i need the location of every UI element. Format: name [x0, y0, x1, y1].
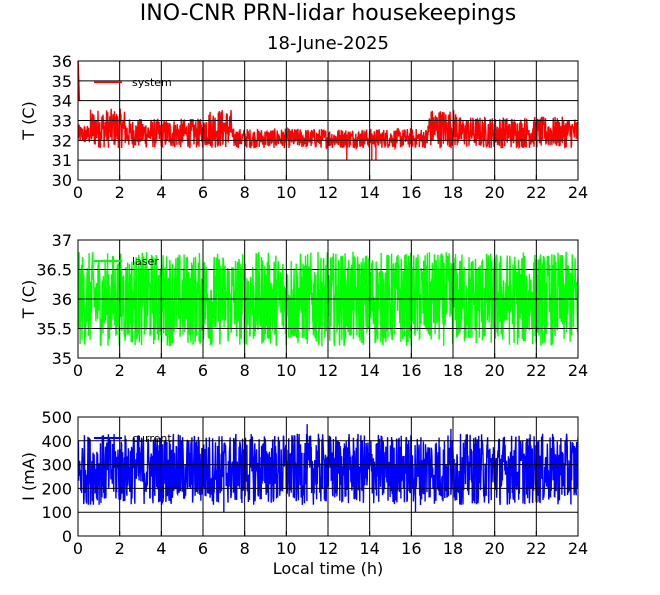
x-axis-label: Local time (h)	[273, 559, 383, 578]
y-axis-label: I (mA)	[19, 452, 38, 501]
x-tick-label: 12	[318, 539, 338, 558]
y-tick-label: 37	[52, 231, 72, 250]
x-tick-label: 10	[276, 361, 296, 380]
x-tick-label: 12	[318, 183, 338, 202]
legend-label: system	[132, 76, 172, 89]
plot-frame	[77, 416, 579, 537]
x-tick-label: 18	[443, 183, 463, 202]
x-tick-label: 20	[484, 183, 504, 202]
y-tick-label: 300	[41, 456, 72, 475]
y-tick-label: 30	[52, 171, 72, 190]
x-tick-label: 18	[443, 361, 463, 380]
x-tick-label: 18	[443, 539, 463, 558]
figure-title: INO-CNR PRN-lidar housekeepings	[140, 1, 516, 26]
plot-frame	[77, 60, 579, 181]
x-tick-label: 4	[156, 539, 166, 558]
y-tick-label: 100	[41, 503, 72, 522]
y-tick-label: 400	[41, 432, 72, 451]
legend-label: current	[132, 432, 172, 445]
x-tick-label: 12	[318, 361, 338, 380]
x-tick-label: 10	[276, 183, 296, 202]
plot-frame	[77, 239, 579, 359]
y-tick-label: 34	[52, 92, 72, 111]
x-tick-label: 22	[526, 183, 546, 202]
x-tick-label: 2	[115, 183, 125, 202]
y-tick-label: 36	[52, 52, 72, 71]
x-tick-label: 6	[198, 361, 208, 380]
x-tick-label: 4	[156, 361, 166, 380]
x-tick-label: 24	[568, 361, 588, 380]
x-tick-label: 10	[276, 539, 296, 558]
x-tick-label: 0	[73, 539, 83, 558]
x-tick-label: 0	[73, 361, 83, 380]
y-tick-label: 35	[52, 72, 72, 91]
legend-label: laser	[132, 255, 159, 268]
y-tick-label: 31	[52, 151, 72, 170]
x-tick-label: 20	[484, 361, 504, 380]
x-tick-label: 14	[359, 539, 379, 558]
y-tick-label: 33	[52, 112, 72, 131]
x-tick-label: 2	[115, 539, 125, 558]
x-tick-label: 22	[526, 361, 546, 380]
x-tick-label: 8	[240, 183, 250, 202]
x-tick-label: 6	[198, 539, 208, 558]
y-tick-label: 36	[52, 290, 72, 309]
x-tick-label: 16	[401, 539, 421, 558]
x-tick-label: 22	[526, 539, 546, 558]
y-tick-label: 0	[62, 527, 72, 546]
y-axis-label: T (C)	[19, 280, 38, 320]
x-tick-label: 8	[240, 361, 250, 380]
y-axis-label: T (C)	[19, 101, 38, 141]
y-tick-label: 36.5	[36, 261, 72, 280]
y-tick-label: 35.5	[36, 320, 72, 339]
y-tick-label: 35	[52, 349, 72, 368]
x-tick-label: 0	[73, 183, 83, 202]
x-tick-label: 14	[359, 183, 379, 202]
x-tick-label: 2	[115, 361, 125, 380]
y-tick-label: 32	[52, 131, 72, 150]
x-tick-label: 16	[401, 183, 421, 202]
figure-subtitle: 18-June-2025	[267, 33, 389, 54]
x-tick-label: 16	[401, 361, 421, 380]
y-tick-label: 500	[41, 408, 72, 427]
x-tick-label: 14	[359, 361, 379, 380]
x-tick-label: 6	[198, 183, 208, 202]
x-tick-label: 20	[484, 539, 504, 558]
x-tick-label: 8	[240, 539, 250, 558]
y-tick-label: 200	[41, 479, 72, 498]
x-tick-label: 24	[568, 539, 588, 558]
x-tick-label: 4	[156, 183, 166, 202]
x-tick-label: 24	[568, 183, 588, 202]
